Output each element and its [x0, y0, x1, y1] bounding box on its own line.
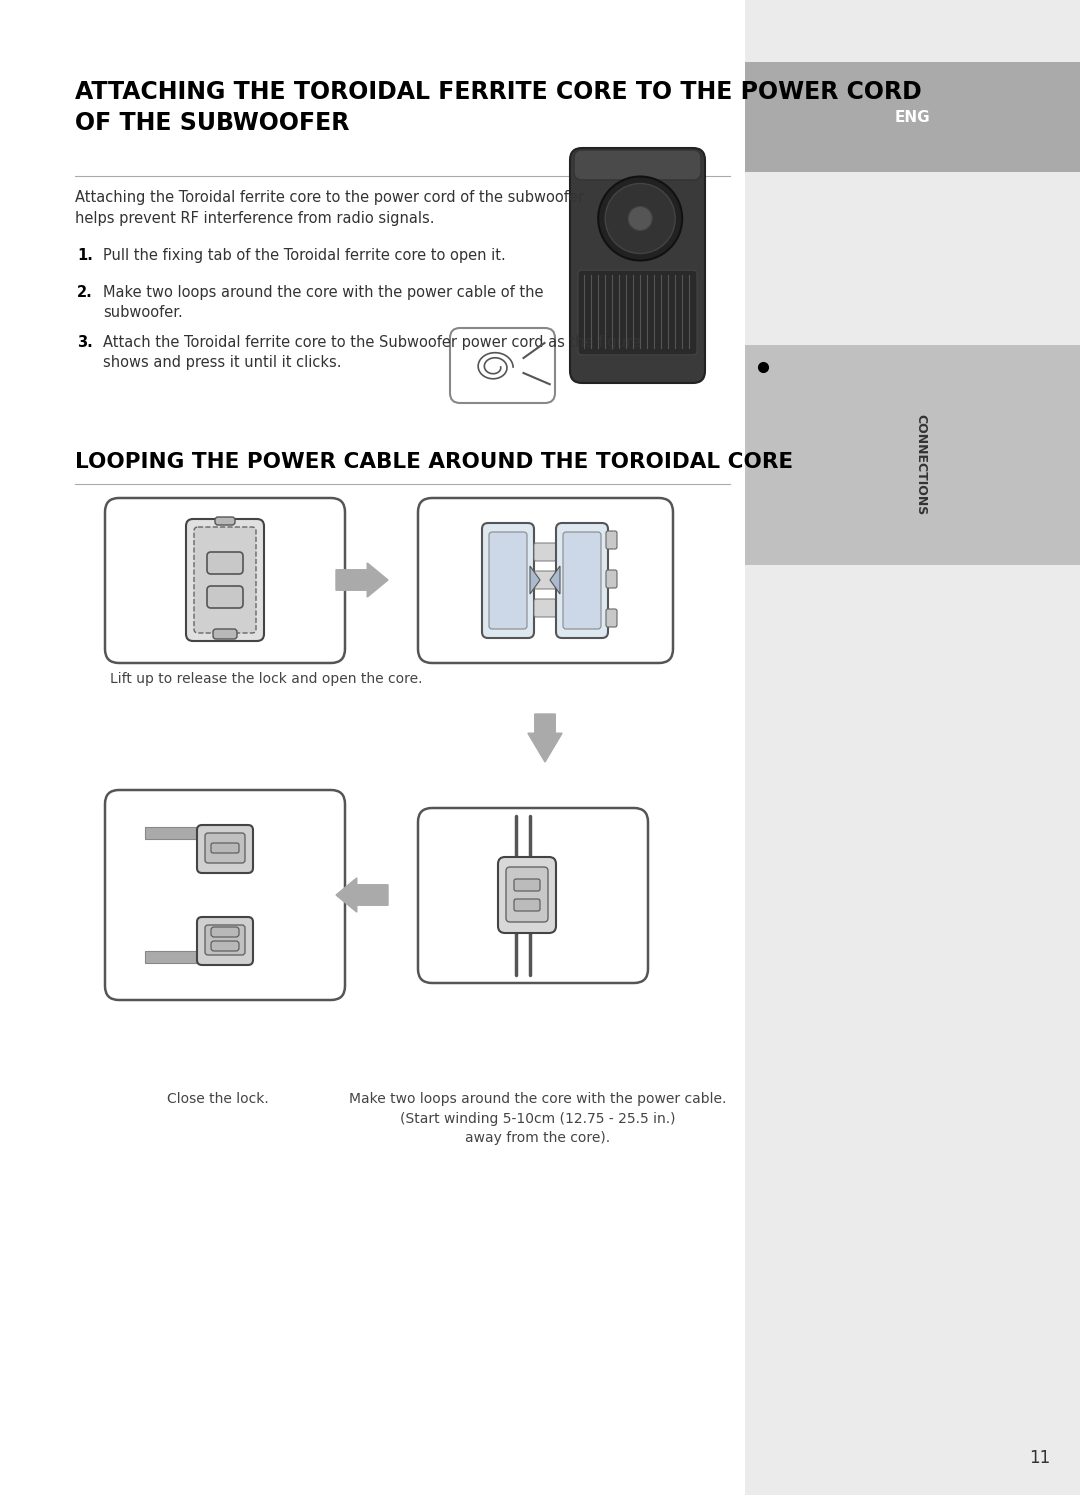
Text: Attaching the Toroidal ferrite core to the power cord of the subwoofer
helps pre: Attaching the Toroidal ferrite core to t…	[75, 190, 584, 226]
Polygon shape	[336, 878, 388, 912]
FancyBboxPatch shape	[105, 498, 345, 662]
FancyBboxPatch shape	[578, 271, 697, 354]
FancyBboxPatch shape	[215, 517, 235, 525]
Text: Pull the fixing tab of the Toroidal ferrite core to open it.: Pull the fixing tab of the Toroidal ferr…	[103, 248, 505, 263]
Text: 11: 11	[1029, 1449, 1051, 1467]
FancyBboxPatch shape	[418, 807, 648, 984]
FancyBboxPatch shape	[507, 867, 548, 922]
FancyBboxPatch shape	[211, 940, 239, 951]
FancyBboxPatch shape	[534, 571, 556, 589]
Text: Close the lock.: Close the lock.	[167, 1091, 269, 1106]
FancyBboxPatch shape	[489, 532, 527, 629]
FancyBboxPatch shape	[207, 586, 243, 608]
Polygon shape	[550, 567, 561, 594]
Polygon shape	[336, 564, 388, 597]
Polygon shape	[528, 715, 562, 762]
Text: 1.: 1.	[77, 248, 93, 263]
FancyBboxPatch shape	[205, 925, 245, 955]
Text: ENG: ENG	[894, 109, 930, 124]
FancyBboxPatch shape	[105, 789, 345, 1000]
Bar	[745, 61, 1080, 172]
FancyBboxPatch shape	[606, 608, 617, 626]
Circle shape	[598, 176, 683, 260]
FancyBboxPatch shape	[418, 498, 673, 662]
Text: ATTACHING THE TOROIDAL FERRITE CORE TO THE POWER CORD
OF THE SUBWOOFER: ATTACHING THE TOROIDAL FERRITE CORE TO T…	[75, 81, 921, 135]
Polygon shape	[530, 567, 540, 594]
FancyBboxPatch shape	[498, 857, 556, 933]
FancyBboxPatch shape	[205, 833, 245, 863]
FancyBboxPatch shape	[211, 843, 239, 854]
FancyBboxPatch shape	[186, 519, 264, 641]
Text: CONNECTIONS: CONNECTIONS	[914, 414, 927, 516]
Text: Lift up to release the lock and open the core.: Lift up to release the lock and open the…	[110, 671, 422, 686]
FancyBboxPatch shape	[606, 570, 617, 588]
FancyArrow shape	[145, 951, 200, 963]
FancyBboxPatch shape	[482, 523, 534, 638]
FancyBboxPatch shape	[197, 916, 253, 964]
Circle shape	[605, 184, 675, 254]
FancyBboxPatch shape	[207, 552, 243, 574]
FancyBboxPatch shape	[534, 543, 556, 561]
Text: LOOPING THE POWER CABLE AROUND THE TOROIDAL CORE: LOOPING THE POWER CABLE AROUND THE TOROI…	[75, 451, 793, 472]
FancyBboxPatch shape	[570, 148, 705, 383]
Text: 3.: 3.	[77, 335, 93, 350]
FancyBboxPatch shape	[211, 927, 239, 937]
FancyBboxPatch shape	[534, 599, 556, 617]
FancyBboxPatch shape	[450, 327, 555, 404]
Text: Make two loops around the core with the power cable of the
subwoofer.: Make two loops around the core with the …	[103, 286, 543, 320]
Bar	[745, 345, 1080, 565]
Text: Attach the Toroidal ferrite core to the Subwoofer power cord as the figure
shows: Attach the Toroidal ferrite core to the …	[103, 335, 640, 371]
FancyBboxPatch shape	[197, 825, 253, 873]
Circle shape	[629, 206, 652, 230]
FancyBboxPatch shape	[213, 629, 237, 638]
FancyBboxPatch shape	[514, 879, 540, 891]
FancyBboxPatch shape	[556, 523, 608, 638]
FancyBboxPatch shape	[745, 0, 1080, 1495]
Text: Make two loops around the core with the power cable.
(Start winding 5-10cm (12.7: Make two loops around the core with the …	[349, 1091, 727, 1145]
FancyBboxPatch shape	[606, 531, 617, 549]
Text: 2.: 2.	[77, 286, 93, 300]
FancyBboxPatch shape	[573, 150, 701, 179]
FancyBboxPatch shape	[194, 528, 256, 632]
FancyArrow shape	[145, 827, 200, 839]
FancyBboxPatch shape	[514, 898, 540, 910]
FancyBboxPatch shape	[563, 532, 600, 629]
